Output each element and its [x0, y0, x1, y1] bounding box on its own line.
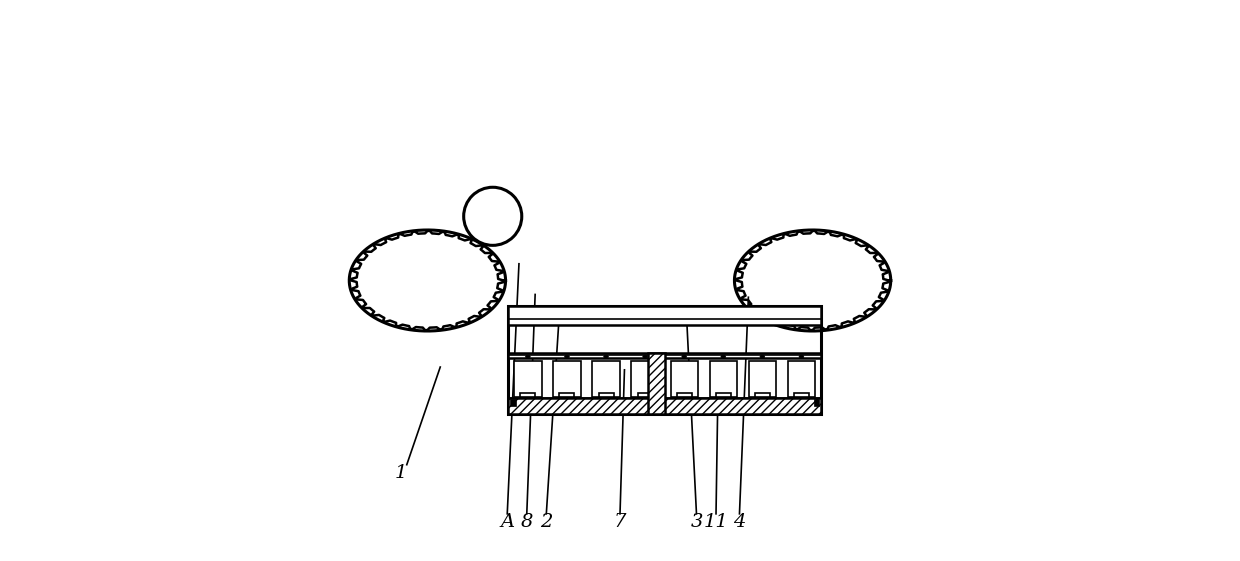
Ellipse shape	[604, 355, 609, 358]
Text: 2: 2	[541, 513, 553, 531]
Ellipse shape	[720, 355, 725, 358]
Bar	[709, 361, 737, 397]
Text: 11: 11	[703, 513, 728, 531]
Text: 3: 3	[691, 513, 703, 531]
Text: 8: 8	[521, 513, 533, 531]
Bar	[515, 361, 542, 397]
Bar	[671, 361, 698, 397]
Bar	[593, 361, 620, 397]
Bar	[508, 398, 821, 415]
Bar	[813, 399, 820, 406]
Text: 4: 4	[733, 513, 745, 531]
Ellipse shape	[799, 355, 804, 358]
Bar	[559, 393, 574, 397]
Ellipse shape	[760, 355, 765, 358]
Bar	[508, 352, 821, 358]
Bar	[637, 393, 652, 397]
Bar	[631, 361, 658, 397]
Bar	[521, 393, 536, 397]
Bar	[749, 361, 776, 397]
Text: 7: 7	[614, 513, 626, 531]
Bar	[755, 393, 770, 397]
Bar	[553, 361, 580, 397]
Bar	[508, 306, 821, 415]
Ellipse shape	[682, 355, 687, 358]
Bar	[787, 361, 815, 397]
Text: 1: 1	[396, 464, 408, 482]
Text: A: A	[500, 513, 515, 531]
Bar	[510, 399, 516, 406]
Bar	[677, 393, 692, 397]
Bar	[508, 306, 821, 325]
Ellipse shape	[642, 355, 647, 358]
Bar	[599, 393, 614, 397]
Bar	[715, 393, 730, 397]
Polygon shape	[649, 352, 666, 415]
Bar	[794, 393, 808, 397]
Ellipse shape	[526, 355, 531, 358]
Ellipse shape	[564, 355, 569, 358]
